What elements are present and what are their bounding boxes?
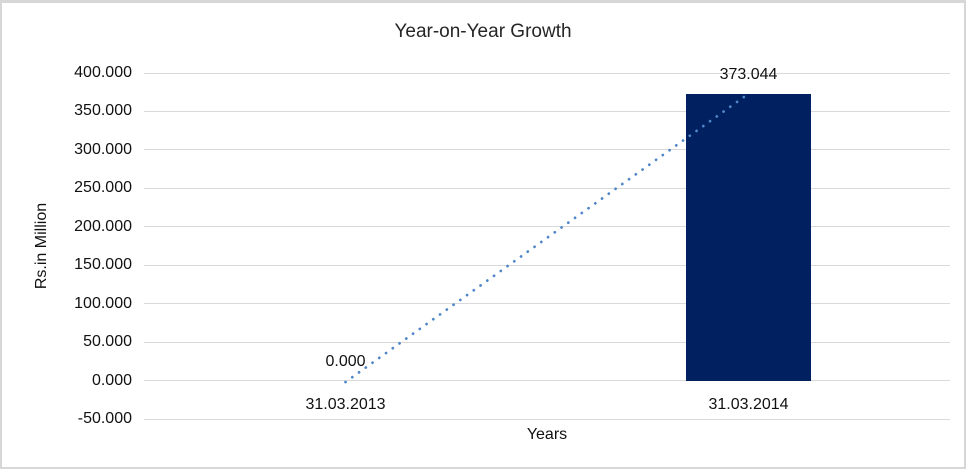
- y-gridline: [144, 264, 950, 266]
- y-gridline: [144, 303, 950, 305]
- x-category-label: 31.03.2014: [708, 395, 789, 413]
- y-gridline: [144, 72, 950, 74]
- y-gridline: [144, 149, 950, 151]
- y-gridline: [144, 380, 950, 382]
- y-gridline: [144, 418, 950, 420]
- x-category-label: 31.03.2013: [305, 395, 386, 413]
- bar-31.03.2014: [686, 93, 811, 381]
- y-tick-label: 50.000: [83, 333, 132, 351]
- chart-title: Year-on-Year Growth: [394, 21, 572, 42]
- y-tick-label: 300.000: [74, 140, 132, 158]
- y-tick-label: 0.000: [91, 371, 132, 389]
- data-label: 373.044: [719, 65, 778, 83]
- x-axis-title: Years: [526, 426, 568, 443]
- y-tick-label: 100.000: [74, 294, 132, 312]
- y-tick-label: 400.000: [74, 64, 132, 81]
- data-label: 0.000: [325, 352, 366, 370]
- y-tick-label: 150.000: [74, 256, 132, 274]
- y-tick-label: -50.000: [77, 410, 132, 427]
- y-tick-label: 200.000: [74, 217, 132, 235]
- plot-area: 400.000 350.000 300.000 250.000 200.000 150.0…: [2, 3, 964, 467]
- y-gridline: [144, 187, 950, 189]
- y-tick-label: 250.000: [74, 179, 132, 197]
- y-gridline: [144, 341, 950, 343]
- y-tick-label: 350.000: [74, 102, 132, 120]
- y-gridline: [144, 110, 950, 112]
- y-gridline: [144, 226, 950, 228]
